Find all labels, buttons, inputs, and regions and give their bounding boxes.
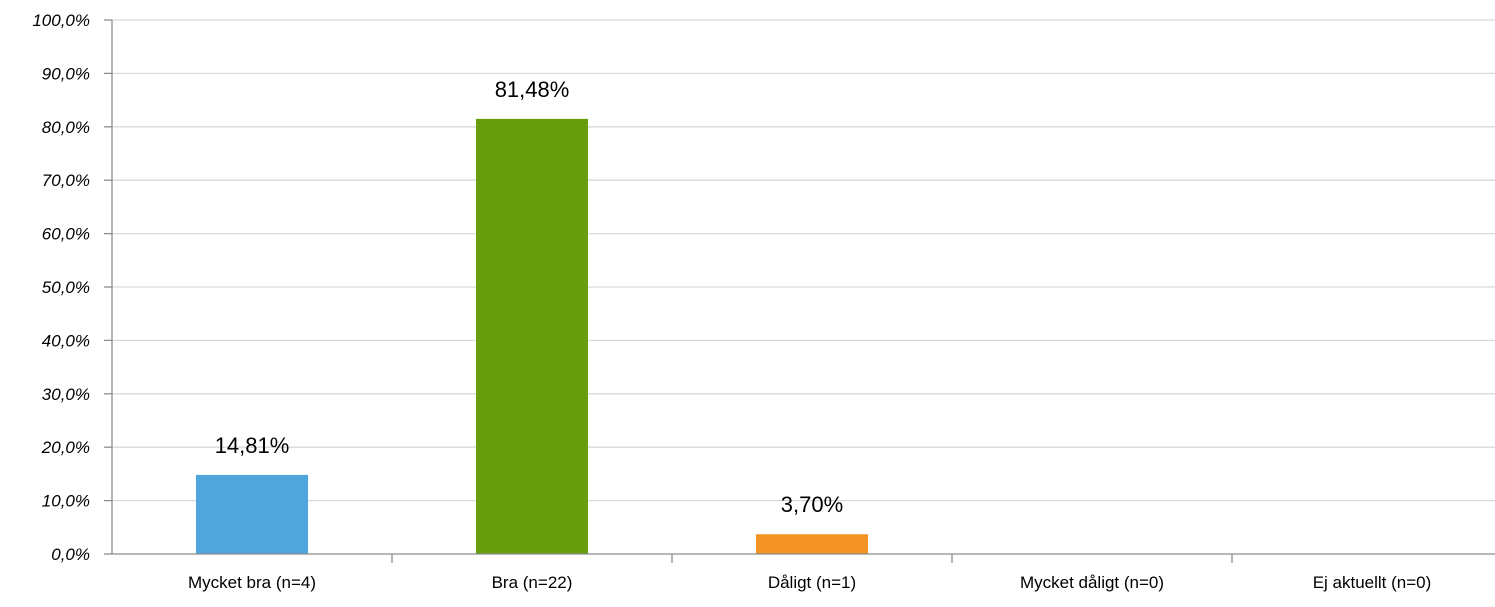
- bar: [196, 474, 308, 554]
- y-tick-label: 20,0%: [41, 438, 90, 457]
- data-label: 14,81%: [215, 433, 290, 458]
- y-tick-label: 10,0%: [42, 492, 90, 511]
- data-label: 81,48%: [495, 77, 570, 102]
- x-category-label: Mycket bra (n=4): [188, 573, 316, 592]
- x-category-label: Mycket dåligt (n=0): [1020, 573, 1164, 592]
- y-tick-label: 100,0%: [32, 11, 90, 30]
- y-tick-label: 60,0%: [42, 225, 90, 244]
- y-axis-tick-labels: 0,0% 10,0% 20,0% 30,0% 40,0% 50,0% 60,0% 70,0% 8…: [32, 11, 90, 564]
- gridlines: [112, 19, 1495, 502]
- bar: [476, 118, 588, 555]
- x-category-label: Dåligt (n=1): [768, 573, 856, 592]
- y-tick-label: 80,0%: [42, 118, 90, 137]
- data-label: 3,70%: [781, 492, 843, 517]
- x-axis-tick-labels: Mycket bra (n=4) Bra (n=22) Dåligt (n=1) My…: [188, 573, 1431, 592]
- y-tick-label: 30,0%: [42, 385, 90, 404]
- bar: [756, 534, 868, 554]
- y-tick-label: 70,0%: [42, 171, 90, 190]
- x-category-label: Bra (n=22): [492, 573, 573, 592]
- y-tick-label: 0,0%: [51, 545, 90, 564]
- y-tick-label: 50,0%: [42, 278, 90, 297]
- data-labels: 14,81% 81,48% 3,70%: [215, 77, 844, 517]
- x-category-label: Ej aktuellt (n=0): [1313, 573, 1432, 592]
- bars: [196, 118, 868, 555]
- axes: [104, 19, 1495, 563]
- y-tick-label: 90,0%: [42, 64, 90, 83]
- y-tick-label: 40,0%: [42, 331, 90, 350]
